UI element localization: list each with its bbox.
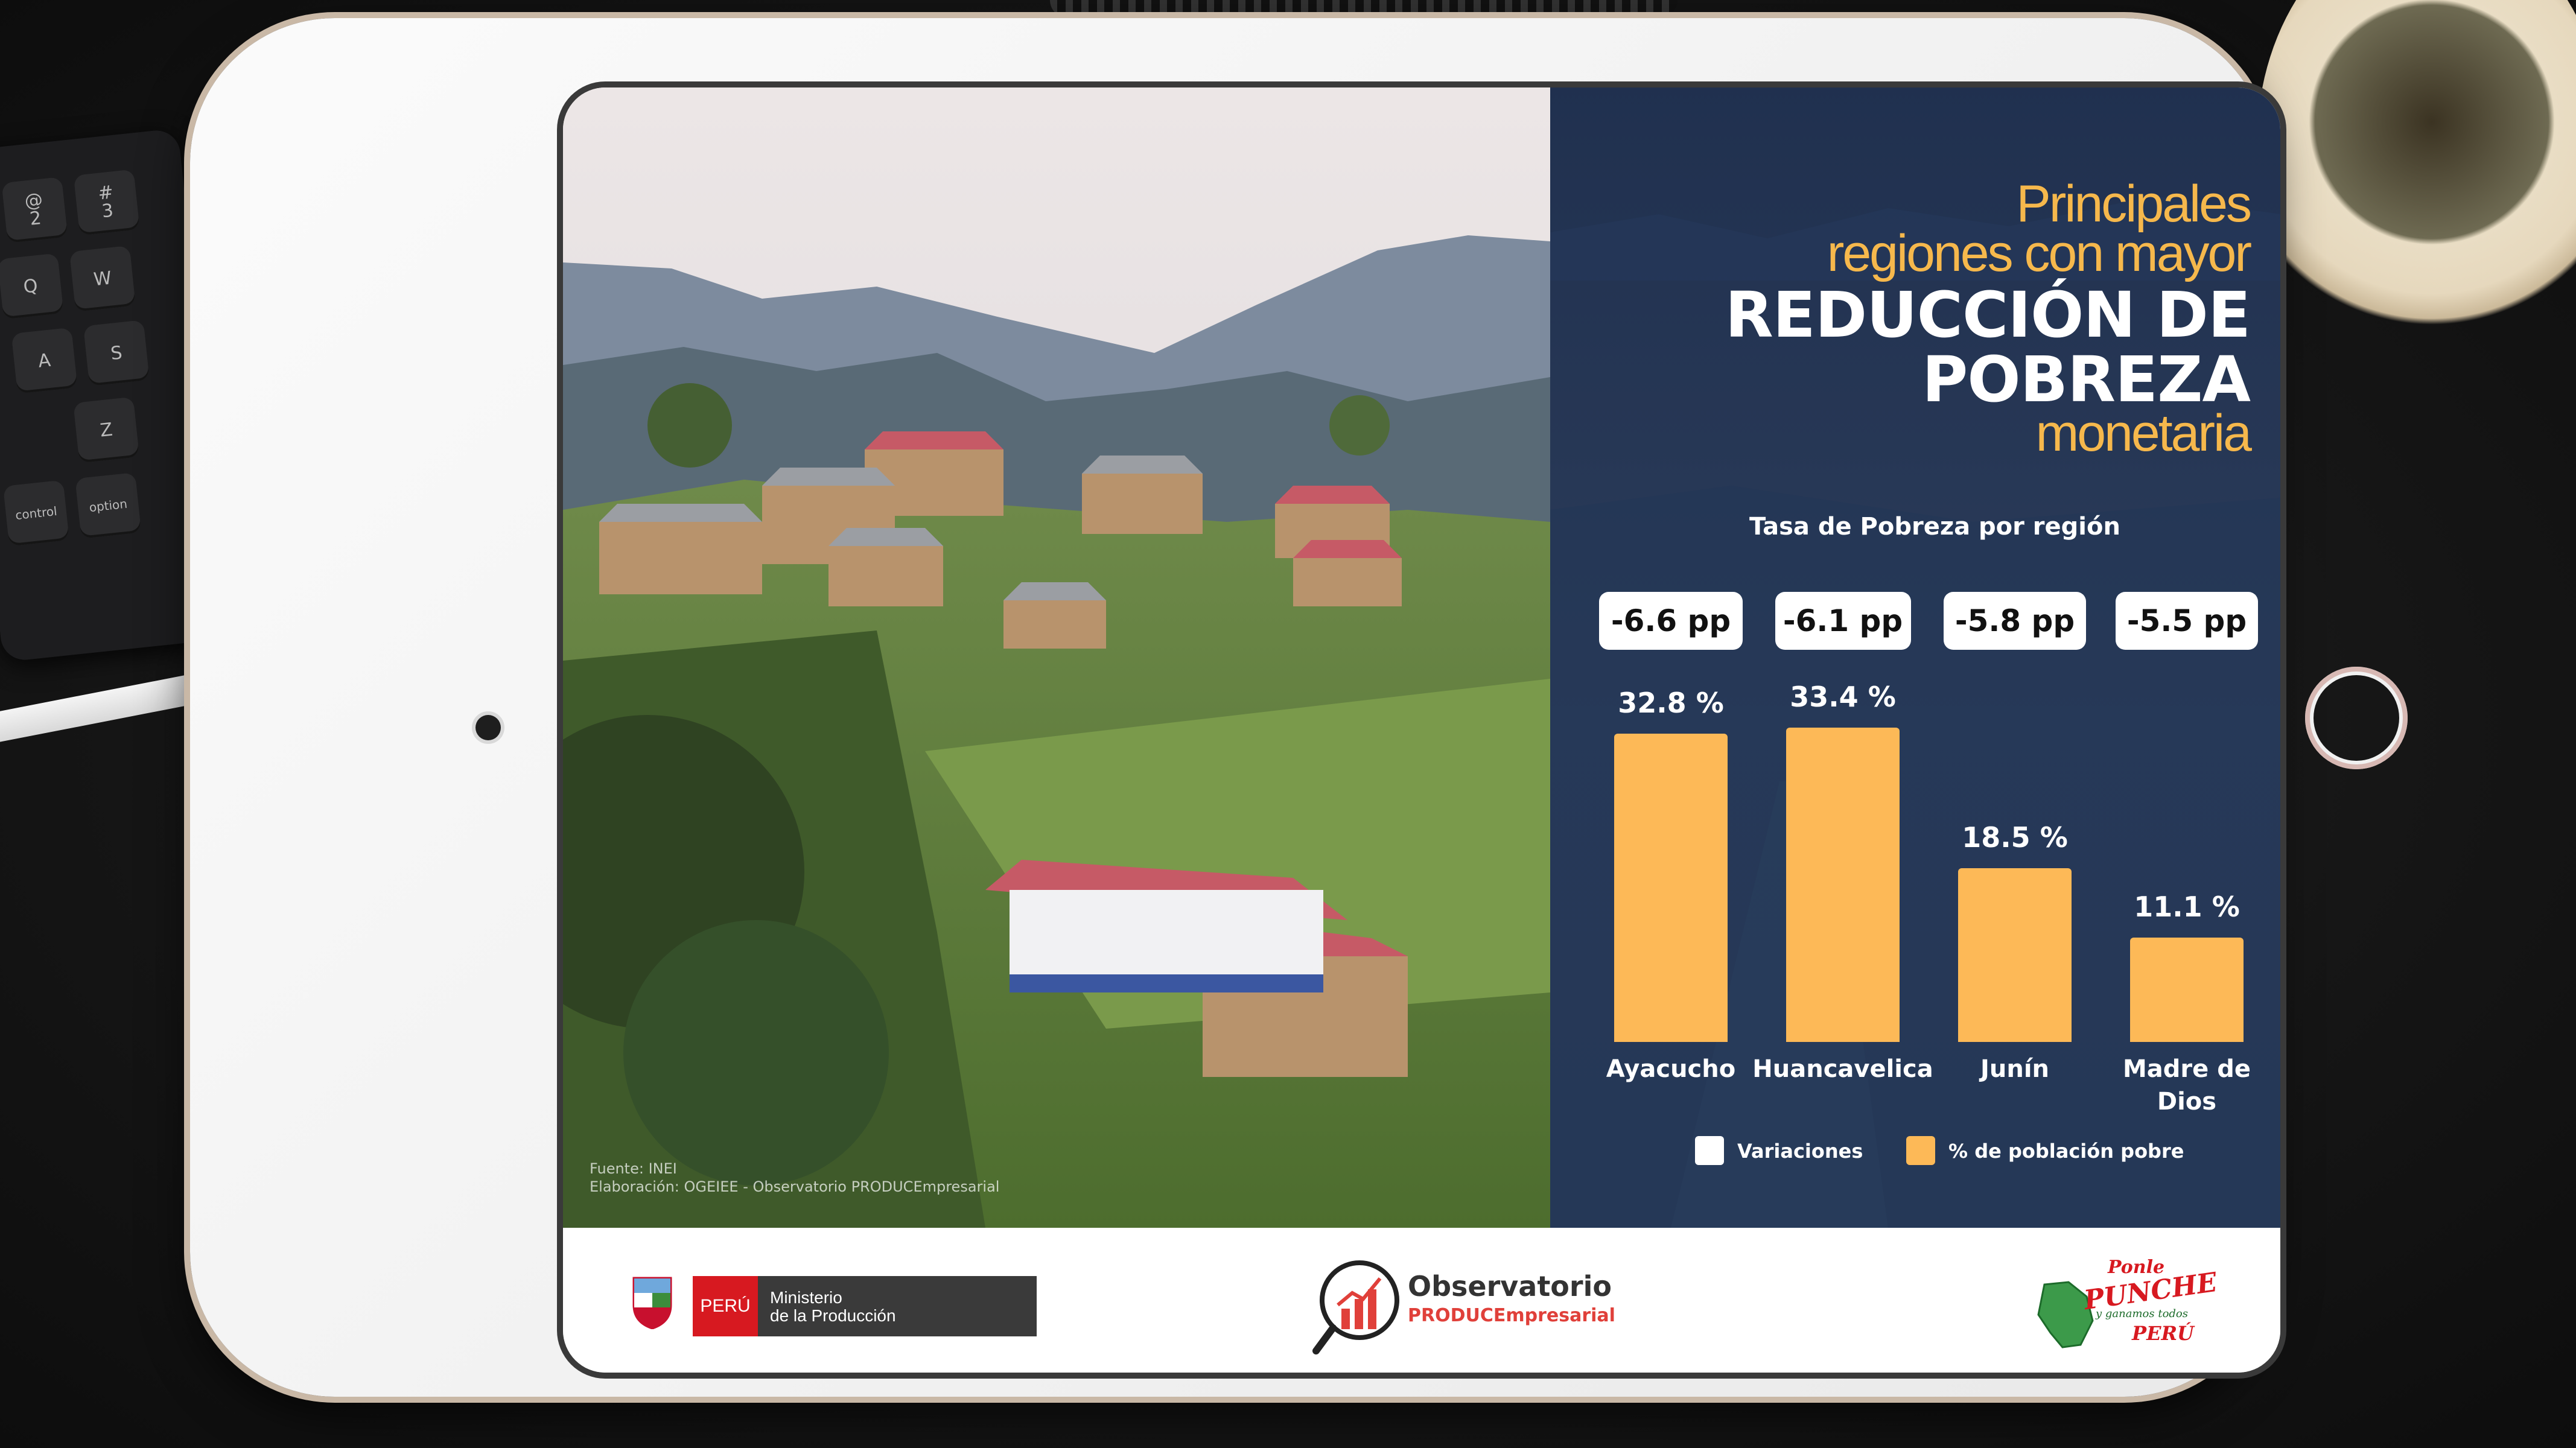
footer-logos: PERÚ Ministerio de la Producción Observa…	[563, 1228, 2280, 1373]
tagline-text: y ganamos todos	[2096, 1307, 2188, 1320]
value-label: 11.1 %	[2134, 890, 2240, 923]
peru-brand-text: PERÚ	[2132, 1322, 2194, 1345]
variation-pill: -5.8 pp	[1944, 592, 2086, 650]
value-label: 33.4 %	[1790, 681, 1896, 714]
key-option: option	[75, 472, 142, 539]
variation-pill: -6.1 pp	[1775, 592, 1911, 650]
ministry-block: Ministerio de la Producción	[758, 1276, 1037, 1336]
infographic-panel: Principales regiones con mayor REDUCCIÓN…	[1550, 87, 2280, 1228]
home-button[interactable]	[2305, 667, 2408, 769]
observatorio-title: Observatorio	[1408, 1270, 1612, 1303]
observatorio-sub: PRODUCEmpresarial	[1408, 1305, 1615, 1326]
key-control: control	[2, 480, 69, 547]
bar-huancavelica	[1786, 728, 1900, 1042]
key-s: S	[83, 320, 150, 387]
notebook-spiral	[1050, 0, 1678, 18]
key-a: A	[11, 327, 78, 394]
category-label: Junín	[1980, 1055, 2050, 1083]
title-line5: monetaria	[2035, 404, 2252, 462]
key-3: # 3	[73, 169, 140, 236]
tablet-screen: Fuente: INEI Elaboración: OGEIEE - Obser…	[563, 87, 2280, 1373]
key-w: W	[69, 245, 136, 312]
value-label: 32.8 %	[1618, 686, 1724, 719]
category-label: Madre de Dios	[2123, 1055, 2251, 1116]
legend-label-poblacion: % de población pobre	[1948, 1140, 2184, 1163]
title-line3: REDUCCIÓN DE	[1725, 278, 2251, 352]
legend-swatch-poblacion	[1906, 1136, 1935, 1165]
bar-junin	[1958, 868, 2072, 1042]
key-2: @ 2	[1, 177, 68, 243]
village-illustration	[563, 87, 1550, 1228]
elaboration-line: Elaboración: OGEIEE - Observatorio PRODU…	[590, 1178, 1000, 1195]
category-label: Huancavelica	[1752, 1055, 1933, 1083]
peru-label: PERÚ	[693, 1276, 758, 1336]
ministry-line2: de la Producción	[770, 1306, 896, 1325]
variation-pill: -6.6 pp	[1599, 592, 1743, 650]
title-line1: Principales	[2016, 175, 2252, 233]
category-label: Ayacucho	[1606, 1055, 1736, 1083]
legend-swatch-variaciones	[1695, 1136, 1724, 1165]
value-label: 18.5 %	[1962, 821, 2068, 854]
title-line4: POBREZA	[1922, 343, 2251, 416]
variation-pill: -5.5 pp	[2116, 592, 2258, 650]
ministry-line1: Ministerio	[770, 1288, 842, 1307]
ponle-text: Ponle	[2108, 1257, 2165, 1278]
title-line2: regiones con mayor	[1827, 224, 2252, 282]
peru-map-icon	[2037, 1281, 2094, 1348]
coat-of-arms-icon	[632, 1277, 672, 1329]
tablet-frame: Fuente: INEI Elaboración: OGEIEE - Obser…	[190, 18, 2280, 1397]
bar-madre-de-dios	[2130, 937, 2244, 1042]
camera-icon	[475, 715, 501, 740]
key-q: Q	[0, 253, 64, 320]
bar-ayacucho	[1614, 733, 1728, 1042]
source-line: Fuente: INEI	[590, 1160, 677, 1177]
legend-label-variaciones: Variaciones	[1737, 1140, 1863, 1163]
key-z: Z	[73, 396, 140, 463]
chart-title: Tasa de Pobreza por región	[1749, 513, 2120, 541]
magnifier-chart-icon	[1312, 1260, 1399, 1354]
village-photo: Fuente: INEI Elaboración: OGEIEE - Obser…	[563, 87, 1550, 1228]
